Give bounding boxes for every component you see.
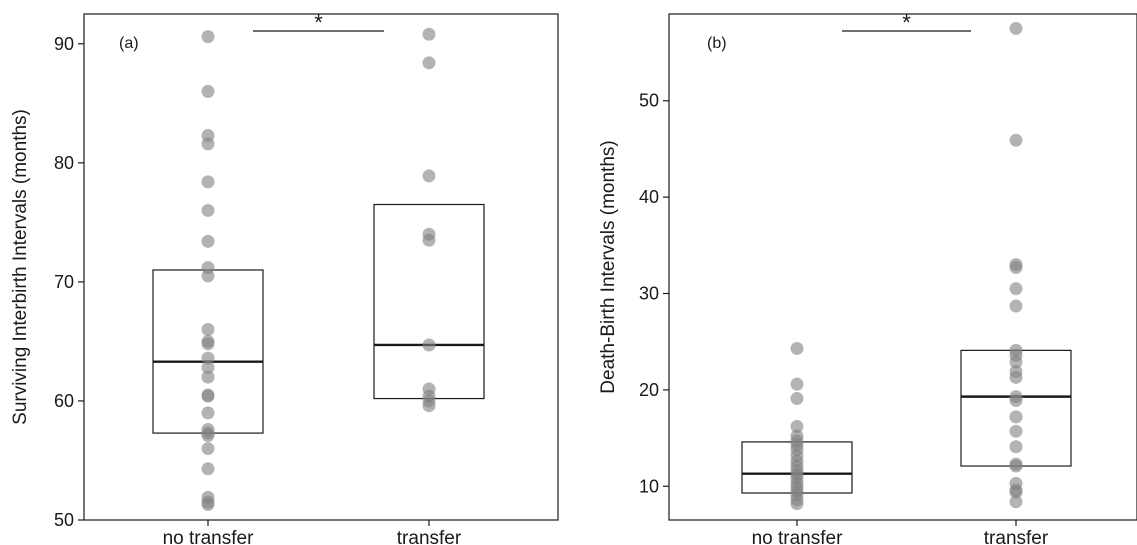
data-point — [422, 169, 436, 183]
y-tick-label-50: 50 — [54, 510, 74, 530]
significance-star: * — [314, 10, 323, 35]
data-point — [201, 175, 215, 189]
data-point — [201, 234, 215, 248]
y-tick-label-40: 40 — [639, 187, 659, 207]
y-tick-label-30: 30 — [639, 284, 659, 304]
panel-b-y-ticks: 10 20 30 40 50 — [639, 91, 669, 496]
data-point — [201, 323, 215, 337]
data-point — [201, 30, 215, 44]
data-point — [201, 389, 215, 403]
panel-b: (b) Death-Birth Intervals (months) 10 20 3… — [598, 10, 1137, 545]
panel-a-points — [201, 27, 436, 512]
panel-b-points — [790, 21, 1023, 511]
data-point — [422, 233, 436, 247]
panel-b-y-axis-title: Death-Birth Intervals (months) — [598, 140, 619, 393]
data-point — [422, 27, 436, 41]
data-point — [1009, 21, 1023, 35]
data-point — [201, 361, 215, 375]
y-tick-label-60: 60 — [54, 391, 74, 411]
data-point — [201, 462, 215, 476]
data-point — [422, 399, 436, 413]
x-tick-label-no-transfer: no transfer — [752, 528, 843, 545]
panel-a-y-ticks: 50 60 70 80 90 — [54, 34, 84, 530]
data-point — [201, 84, 215, 98]
y-tick-label-80: 80 — [54, 153, 74, 173]
data-point — [1009, 410, 1023, 424]
data-point — [1009, 485, 1023, 499]
data-point — [1009, 299, 1023, 313]
data-point — [790, 497, 804, 511]
panel-a-y-axis-title: Surviving Interbirth Intervals (months) — [10, 109, 31, 425]
data-point — [1009, 355, 1023, 369]
panel-b-x-categories: no transfer transfer — [752, 520, 1049, 545]
data-point — [790, 392, 804, 406]
data-point — [790, 377, 804, 391]
panel-b-significance: * — [842, 10, 971, 35]
data-point — [201, 337, 215, 351]
data-point — [422, 56, 436, 70]
x-tick-label-no-transfer: no transfer — [163, 528, 254, 545]
panel-a-significance: * — [253, 10, 384, 35]
data-point — [201, 498, 215, 512]
data-point — [201, 203, 215, 217]
data-point — [1009, 424, 1023, 438]
data-point — [1009, 495, 1023, 509]
data-point — [201, 269, 215, 283]
panel-a: (a) Surviving Interbirth Intervals (mont… — [10, 10, 559, 545]
panel-a-frame — [83, 13, 559, 521]
panel-a-x-categories: no transfer transfer — [163, 520, 462, 545]
y-tick-label-10: 10 — [639, 476, 659, 496]
data-point — [201, 406, 215, 420]
data-point — [201, 351, 215, 365]
data-point — [201, 370, 215, 384]
data-point — [1009, 370, 1023, 384]
data-point — [790, 341, 804, 355]
data-point — [1009, 282, 1023, 296]
panel-b-frame — [668, 13, 1137, 521]
data-point — [790, 420, 804, 434]
y-tick-label-50: 50 — [639, 91, 659, 111]
panel-a-label: (a) — [119, 35, 139, 52]
y-tick-label-90: 90 — [54, 34, 74, 54]
data-point — [1009, 133, 1023, 147]
x-tick-label-transfer: transfer — [397, 528, 462, 545]
data-point — [1009, 260, 1023, 274]
data-point — [422, 338, 436, 352]
significance-star: * — [902, 10, 911, 35]
data-point — [201, 137, 215, 151]
y-tick-label-20: 20 — [639, 380, 659, 400]
data-point — [201, 442, 215, 456]
data-point — [201, 428, 215, 442]
panel-b-label: (b) — [707, 35, 727, 52]
data-point — [1009, 459, 1023, 473]
x-tick-label-transfer: transfer — [984, 528, 1049, 545]
data-point — [1009, 393, 1023, 407]
data-point — [1009, 440, 1023, 454]
y-tick-label-70: 70 — [54, 272, 74, 292]
